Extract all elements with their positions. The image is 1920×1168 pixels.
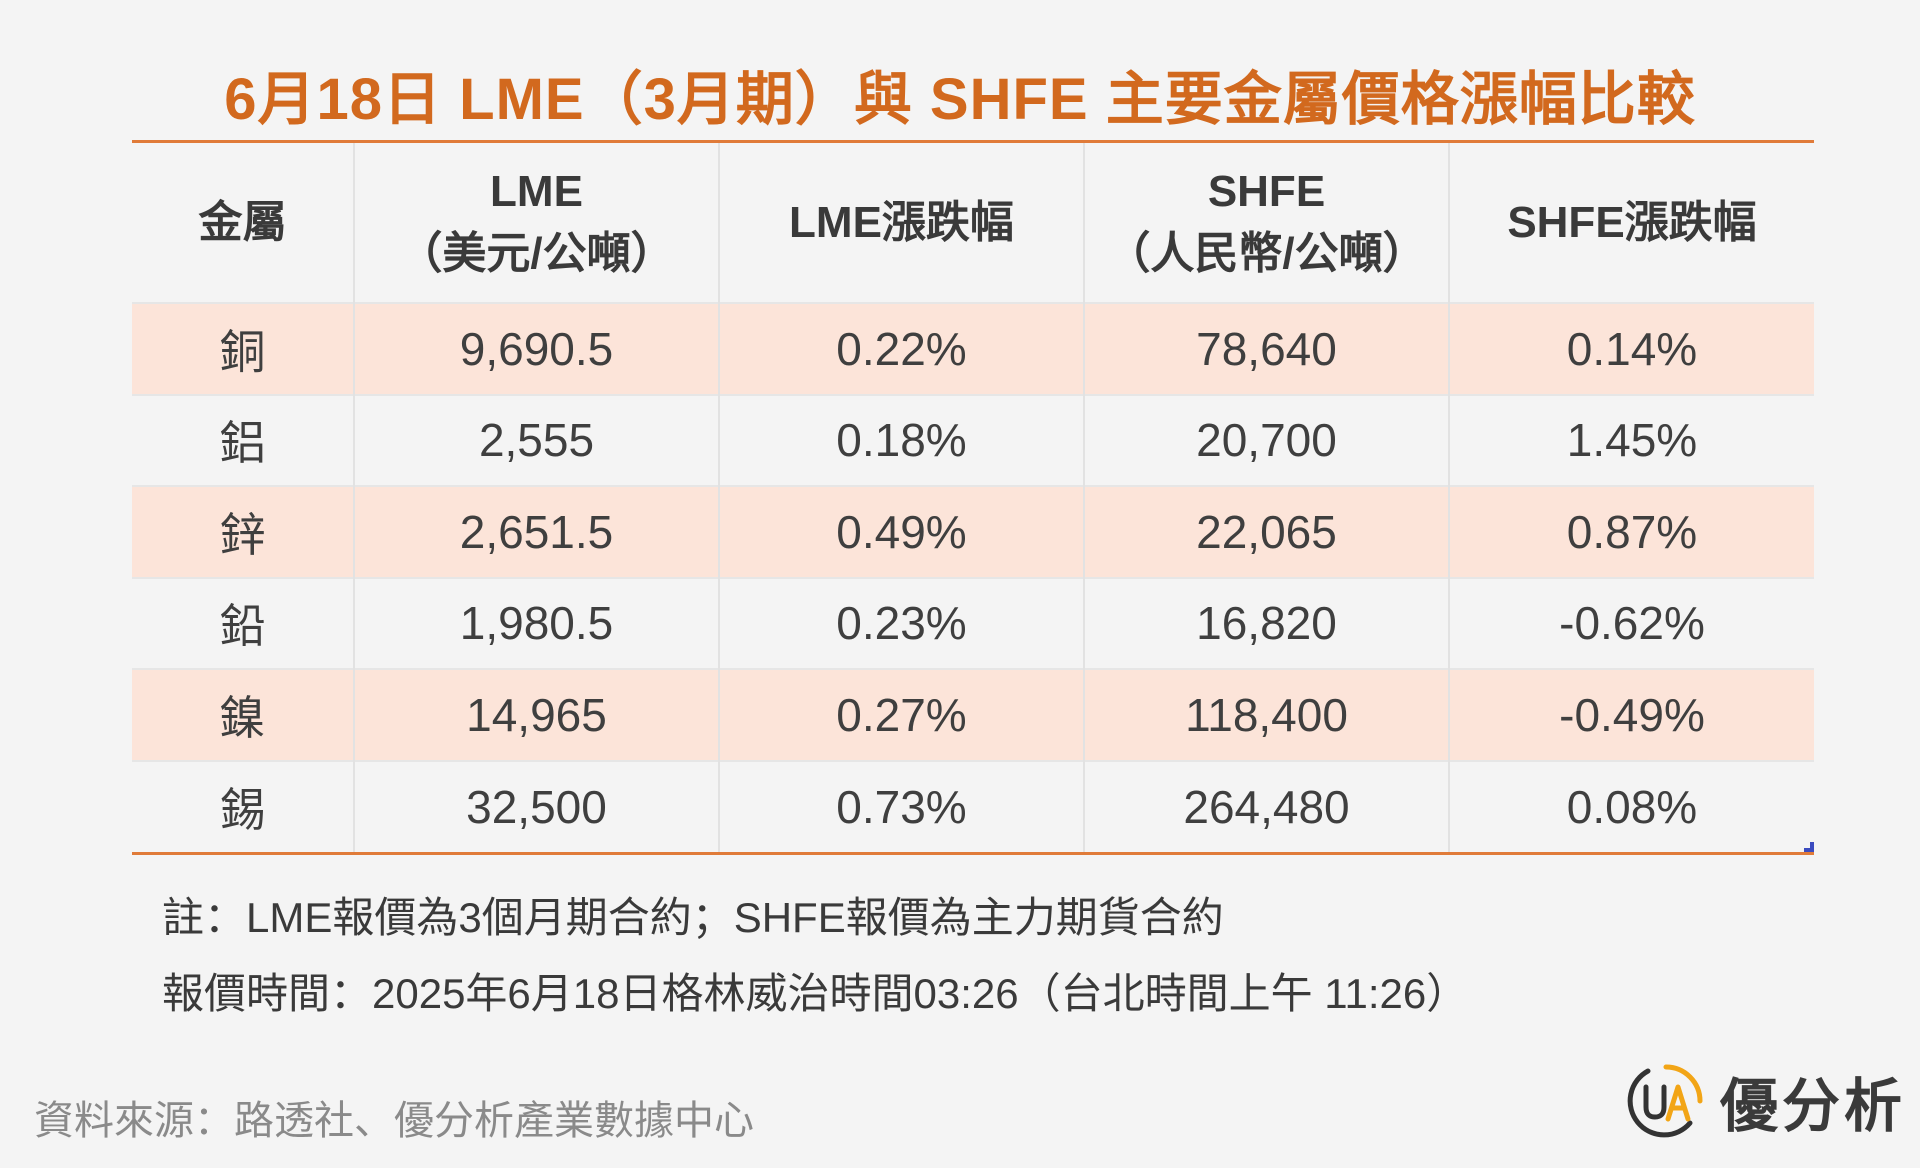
contract-note: 註：LME報價為3個月期合約；SHFE報價為主力期貨合約 bbox=[162, 894, 1224, 941]
price-comparison-table: 金屬 LME （美元/公噸） LME漲跌幅 SHFE （人民幣/公噸） SHFE… bbox=[132, 140, 1814, 855]
cell-lme-change: 0.49% bbox=[719, 485, 1085, 578]
brand-logo: 優分析 bbox=[1626, 1056, 1906, 1146]
cell-shfe-price: 78,640 bbox=[1084, 302, 1450, 395]
header-shfe-unit: （人民幣/公噸） bbox=[1106, 228, 1427, 278]
ua-logo-icon bbox=[1627, 1064, 1703, 1138]
cell-shfe-price: 118,400 bbox=[1084, 668, 1450, 761]
cell-lme-change: 0.23% bbox=[719, 576, 1085, 669]
table-corner-marker bbox=[1804, 842, 1814, 852]
cell-metal: 錫 bbox=[132, 759, 355, 852]
table-row: 鋁 2,555 0.18% 20,700 1.45% bbox=[132, 393, 1814, 486]
table-row: 錫 32,500 0.73% 264,480 0.08% bbox=[132, 759, 1814, 852]
header-lme-change: LME漲跌幅 bbox=[719, 143, 1085, 303]
cell-shfe-change: 0.87% bbox=[1449, 485, 1814, 578]
cell-shfe-price: 22,065 bbox=[1084, 485, 1450, 578]
header-lme-change-label: LME漲跌幅 bbox=[789, 197, 1014, 247]
table-row: 鎳 14,965 0.27% 118,400 -0.49% bbox=[132, 668, 1814, 761]
header-lme-unit: （美元/公噸） bbox=[398, 228, 675, 278]
page-title: 6月18日 LME（3月期）與 SHFE 主要金屬價格漲幅比較 bbox=[224, 67, 1696, 132]
table-row: 鉛 1,980.5 0.23% 16,820 -0.62% bbox=[132, 576, 1814, 669]
cell-shfe-change: -0.62% bbox=[1449, 576, 1814, 669]
cell-shfe-price: 16,820 bbox=[1084, 576, 1450, 669]
cell-shfe-change: -0.49% bbox=[1449, 668, 1814, 761]
cell-metal: 銅 bbox=[132, 302, 355, 395]
header-shfe: SHFE （人民幣/公噸） bbox=[1084, 143, 1450, 303]
cell-lme-change: 0.27% bbox=[719, 668, 1085, 761]
cell-lme-change: 0.73% bbox=[719, 759, 1085, 852]
cell-shfe-price: 264,480 bbox=[1084, 759, 1450, 852]
cell-lme-price: 32,500 bbox=[354, 759, 720, 852]
cell-metal: 鉛 bbox=[132, 576, 355, 669]
header-shfe-label: SHFE bbox=[1207, 166, 1326, 216]
cell-lme-price: 14,965 bbox=[354, 668, 720, 761]
cell-shfe-price: 20,700 bbox=[1084, 393, 1450, 486]
cell-metal: 鋅 bbox=[132, 485, 355, 578]
table-header-row: 金屬 LME （美元/公噸） LME漲跌幅 SHFE （人民幣/公噸） SHFE… bbox=[132, 143, 1814, 303]
cell-lme-price: 2,555 bbox=[354, 393, 720, 486]
table-row: 銅 9,690.5 0.22% 78,640 0.14% bbox=[132, 302, 1814, 395]
cell-shfe-change: 1.45% bbox=[1449, 393, 1814, 486]
logo-text: 優分析 bbox=[1720, 1074, 1907, 1139]
source-credit: 資料來源：路透社、優分析產業數據中心 bbox=[34, 1099, 754, 1143]
table-row: 鋅 2,651.5 0.49% 22,065 0.87% bbox=[132, 485, 1814, 578]
quote-time-note: 報價時間：2025年6月18日格林威治時間03:26（台北時間上午 11:26） bbox=[162, 970, 1469, 1017]
cell-lme-price: 1,980.5 bbox=[354, 576, 720, 669]
cell-shfe-change: 0.08% bbox=[1449, 759, 1814, 852]
cell-lme-price: 2,651.5 bbox=[354, 485, 720, 578]
header-lme: LME （美元/公噸） bbox=[354, 143, 720, 303]
cell-lme-price: 9,690.5 bbox=[354, 302, 720, 395]
cell-lme-change: 0.22% bbox=[719, 302, 1085, 395]
header-shfe-change: SHFE漲跌幅 bbox=[1449, 143, 1814, 303]
header-metal-label: 金屬 bbox=[198, 197, 287, 247]
header-shfe-change-label: SHFE漲跌幅 bbox=[1507, 197, 1757, 247]
cell-shfe-change: 0.14% bbox=[1449, 302, 1814, 395]
header-lme-label: LME bbox=[490, 166, 583, 216]
header-metal: 金屬 bbox=[132, 143, 355, 303]
cell-lme-change: 0.18% bbox=[719, 393, 1085, 486]
cell-metal: 鎳 bbox=[132, 668, 355, 761]
cell-metal: 鋁 bbox=[132, 393, 355, 486]
